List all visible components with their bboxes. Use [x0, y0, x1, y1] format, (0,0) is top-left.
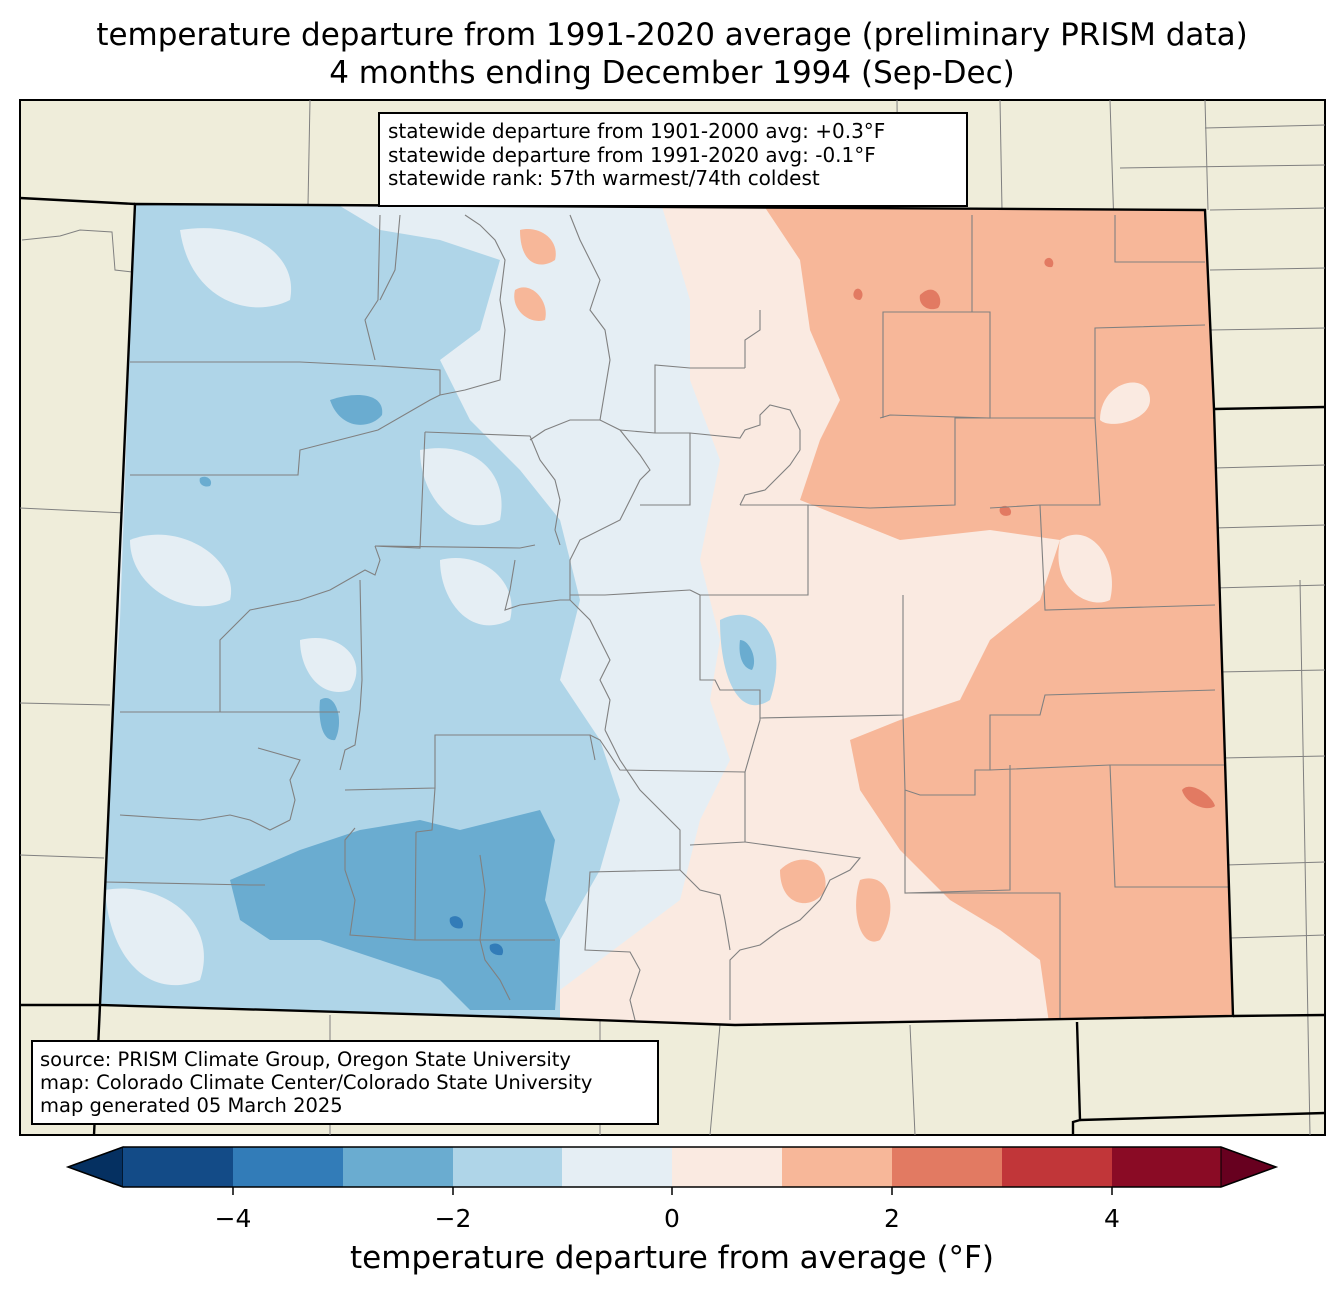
- colorbar-bin: [123, 1147, 233, 1187]
- colorbar-tick-label: 4: [1104, 1204, 1120, 1233]
- county-lines: [104, 214, 1228, 1021]
- colorbar-tick-label: 0: [664, 1204, 680, 1233]
- colorbar-bin: [453, 1147, 562, 1187]
- colorbar-bin: [782, 1147, 892, 1187]
- colorbar: [65, 1146, 1279, 1195]
- colorbar-bin: [892, 1147, 1002, 1187]
- colorbar-extend-low: [66, 1146, 124, 1188]
- source-box: source: PRISM Climate Group, Oregon Stat…: [31, 1040, 659, 1125]
- source-line-2: map: Colorado Climate Center/Colorado St…: [40, 1071, 593, 1094]
- map-title-line2: 4 months ending December 1994 (Sep-Dec): [329, 55, 1015, 91]
- source-line-1: source: PRISM Climate Group, Oregon Stat…: [40, 1048, 571, 1071]
- stats-line-3: statewide rank: 57th warmest/74th coldes…: [388, 166, 820, 190]
- stats-line-2: statewide departure from 1991-2020 avg: …: [388, 142, 876, 167]
- colorbar-bin: [1112, 1147, 1221, 1187]
- colorbar-tick-label: −4: [214, 1204, 252, 1233]
- colorbar-bin: [343, 1147, 453, 1187]
- colorbar-bin: [562, 1147, 672, 1187]
- source-line-3: map generated 05 March 2025: [40, 1094, 343, 1117]
- colorbar-bin: [1002, 1147, 1112, 1187]
- colorbar-tick-label: 2: [884, 1204, 900, 1233]
- map-title-line1: temperature departure from 1991-2020 ave…: [96, 17, 1248, 53]
- statewide-stats-box: statewide departure from 1901-2000 avg: …: [378, 112, 968, 207]
- colorbar-label: temperature departure from average (°F): [350, 1240, 994, 1276]
- colorbar-outline: [65, 1146, 1279, 1188]
- colorbar-bin: [233, 1147, 343, 1187]
- colorbar-extend-high: [1220, 1146, 1278, 1188]
- colorbar-bin: [672, 1147, 782, 1187]
- neighbor-county-lines: [19, 99, 1326, 1136]
- colorbar-tick-label: −2: [434, 1204, 472, 1233]
- colorado-border: [98, 202, 1235, 1027]
- temperature-field: [100, 204, 1233, 1025]
- stats-line-1: statewide departure from 1901-2000 avg: …: [388, 119, 886, 143]
